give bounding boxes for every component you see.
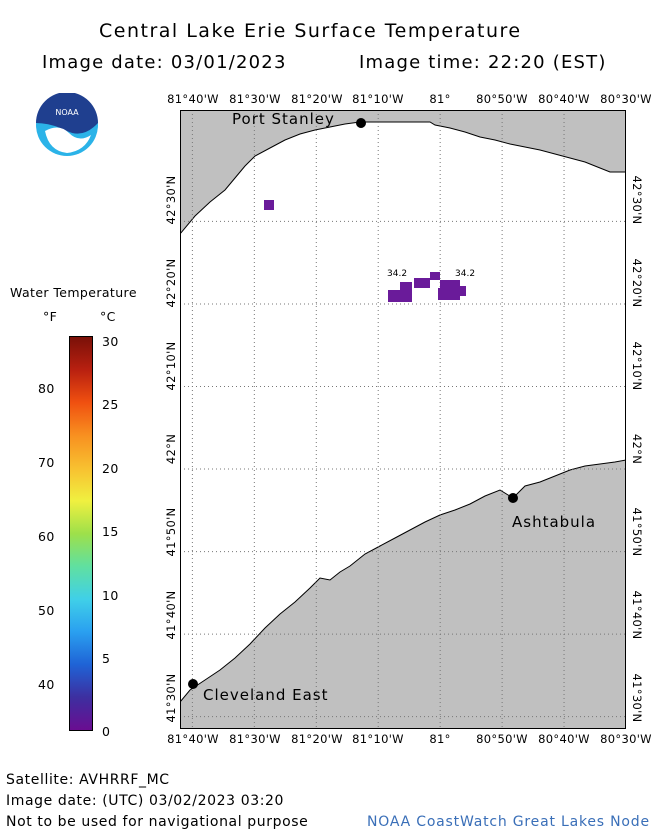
lon-label-top: 80°30'W: [600, 92, 652, 106]
city-markers: [188, 118, 518, 689]
lon-label-bottom: 81°: [429, 732, 451, 746]
lat-label-left: 41°50'N: [164, 507, 178, 557]
data-label-left: 34.2: [387, 269, 408, 279]
footer-satellite: Satellite: AVHRRF_MC: [6, 772, 170, 788]
temperature-pixel: [388, 290, 412, 302]
temperature-pixel: [440, 280, 460, 290]
legend-tick-f: 70: [38, 455, 55, 470]
legend-tick-c: 0: [102, 724, 111, 739]
map-frame: [180, 110, 626, 729]
lon-label-bottom: 81°30'W: [229, 732, 281, 746]
lat-label-left: 42°N: [164, 433, 178, 465]
legend-tick-c: 10: [102, 588, 119, 603]
temperature-pixel: [264, 200, 274, 210]
city-label-port-stanley: Port Stanley: [232, 110, 335, 128]
lat-label-right: 41°50'N: [630, 507, 644, 557]
lon-label-bottom: 81°10'W: [352, 732, 404, 746]
legend-tick-c: 20: [102, 461, 119, 476]
legend-tick-c: 5: [102, 651, 111, 666]
lon-label-bottom: 80°50'W: [476, 732, 528, 746]
lat-label-left: 42°20'N: [164, 258, 178, 308]
lat-label-right: 42°10'N: [630, 341, 644, 391]
lon-label-top: 81°30'W: [229, 92, 281, 106]
city-label-cleveland-east: Cleveland East: [203, 686, 329, 704]
legend-tick-f: 80: [38, 381, 55, 396]
image-time: Image time: 22:20 (EST): [359, 52, 607, 73]
legend-title: Water Temperature: [10, 285, 137, 300]
lat-label-right: 42°20'N: [630, 258, 644, 308]
lat-label-right: 41°30'N: [630, 673, 644, 723]
lat-label-left: 42°10'N: [164, 341, 178, 391]
footer-utc-date: Image date: (UTC) 03/02/2023 03:20: [6, 793, 285, 809]
lat-label-right: 41°40'N: [630, 590, 644, 640]
temperature-pixel: [438, 288, 460, 300]
lon-label-top: 81°20'W: [291, 92, 343, 106]
legend-color-bar: [69, 336, 93, 731]
lon-label-top: 80°40'W: [538, 92, 590, 106]
map-area: [180, 110, 626, 729]
temperature-pixel: [430, 272, 440, 280]
lon-label-top: 81°10'W: [352, 92, 404, 106]
page-title: Central Lake Erie Surface Temperature: [99, 20, 522, 42]
lat-label-left: 42°30'N: [164, 175, 178, 225]
lat-label-left: 41°30'N: [164, 673, 178, 723]
legend-tick-c: 25: [102, 397, 119, 412]
temperature-pixels: [264, 200, 466, 302]
city-label-ashtabula: Ashtabula: [512, 513, 597, 531]
image-date: Image date: 03/01/2023: [42, 52, 287, 73]
legend-tick-f: 60: [38, 529, 55, 544]
lat-label-left: 41°40'N: [164, 590, 178, 640]
lat-label-right: 42°30'N: [630, 175, 644, 225]
city-marker-icon: [508, 493, 518, 503]
noaa-logo-icon: NOAA: [35, 92, 99, 157]
lon-label-bottom: 80°30'W: [600, 732, 652, 746]
land-north-ontario: [180, 110, 626, 235]
city-marker-icon: [188, 679, 198, 689]
noaa-logo-text: NOAA: [55, 108, 79, 117]
lon-label-bottom: 80°40'W: [538, 732, 590, 746]
temperature-pixel: [414, 278, 430, 288]
lon-label-bottom: 81°20'W: [291, 732, 343, 746]
legend-tick-c: 15: [102, 524, 119, 539]
lon-label-top: 81°40'W: [167, 92, 219, 106]
temperature-pixel: [400, 282, 412, 292]
footer-credit[interactable]: NOAA CoastWatch Great Lakes Node: [367, 814, 650, 830]
city-marker-icon: [356, 118, 366, 128]
legend-tick-f: 40: [38, 677, 55, 692]
lon-label-top: 81°: [429, 92, 451, 106]
legend-unit-c: °C: [100, 309, 116, 324]
lon-label-bottom: 81°40'W: [167, 732, 219, 746]
data-label-right: 34.2: [455, 269, 476, 279]
footer-warning: Not to be used for navigational purpose: [6, 814, 309, 830]
legend-tick-c: 30: [102, 334, 119, 349]
legend-unit-f: °F: [43, 309, 58, 324]
legend-tick-f: 50: [38, 603, 55, 618]
lat-label-right: 42°N: [630, 433, 644, 465]
lon-label-top: 80°50'W: [476, 92, 528, 106]
